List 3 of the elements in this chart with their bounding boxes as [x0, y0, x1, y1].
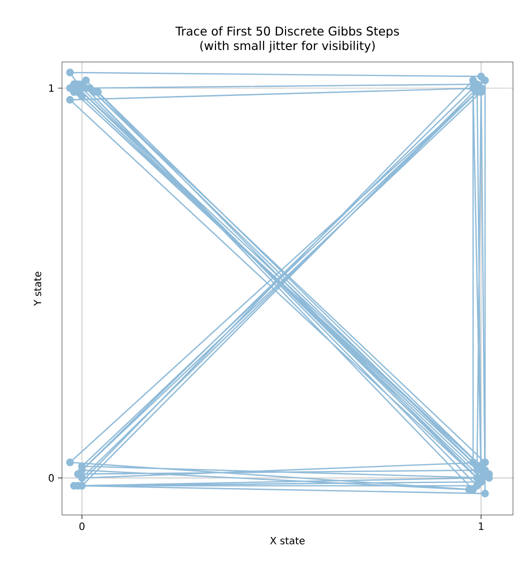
chart-title: Trace of First 50 Discrete Gibbs Steps (with small jitter for visibility)	[175, 26, 399, 52]
x-axis-title: X state	[270, 536, 305, 544]
y-axis-title: Y state	[34, 272, 42, 306]
